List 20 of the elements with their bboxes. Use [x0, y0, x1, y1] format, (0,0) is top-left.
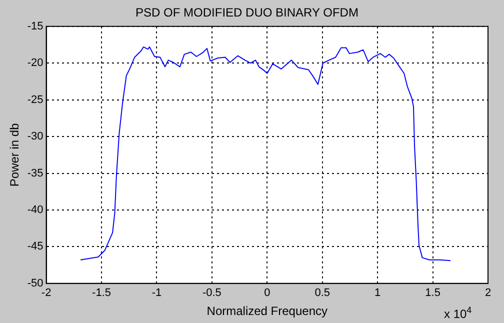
x-tick-label: 1 — [374, 287, 381, 300]
x-tick-label: 0 — [264, 287, 270, 300]
x-tick-label: -0.5 — [202, 287, 222, 300]
y-tick-label: -30 — [27, 130, 44, 143]
x-tick-label: -1 — [152, 287, 162, 300]
y-axis-title: Power in db — [8, 122, 22, 187]
y-tick-label: -25 — [27, 94, 44, 106]
y-tick-label: -20 — [27, 57, 44, 70]
y-tick-label: -35 — [27, 167, 44, 180]
x-tick-label: 2 — [484, 287, 492, 300]
x-tick-label: -1.5 — [92, 287, 111, 300]
x-tick-label: 1.5 — [425, 287, 440, 300]
y-tick-label: -45 — [27, 240, 44, 253]
x-tick-label: 0.5 — [314, 287, 330, 300]
y-tick-label: -50 — [27, 277, 44, 290]
x-tick-label: -2 — [41, 287, 52, 300]
chart-title: PSD OF MODIFIED DUO BINARY OFDM — [136, 6, 358, 20]
x-axis-title: Normalized Frequency — [206, 304, 328, 318]
y-tick-label: -15 — [27, 20, 44, 32]
y-tick-label: -40 — [27, 204, 44, 216]
